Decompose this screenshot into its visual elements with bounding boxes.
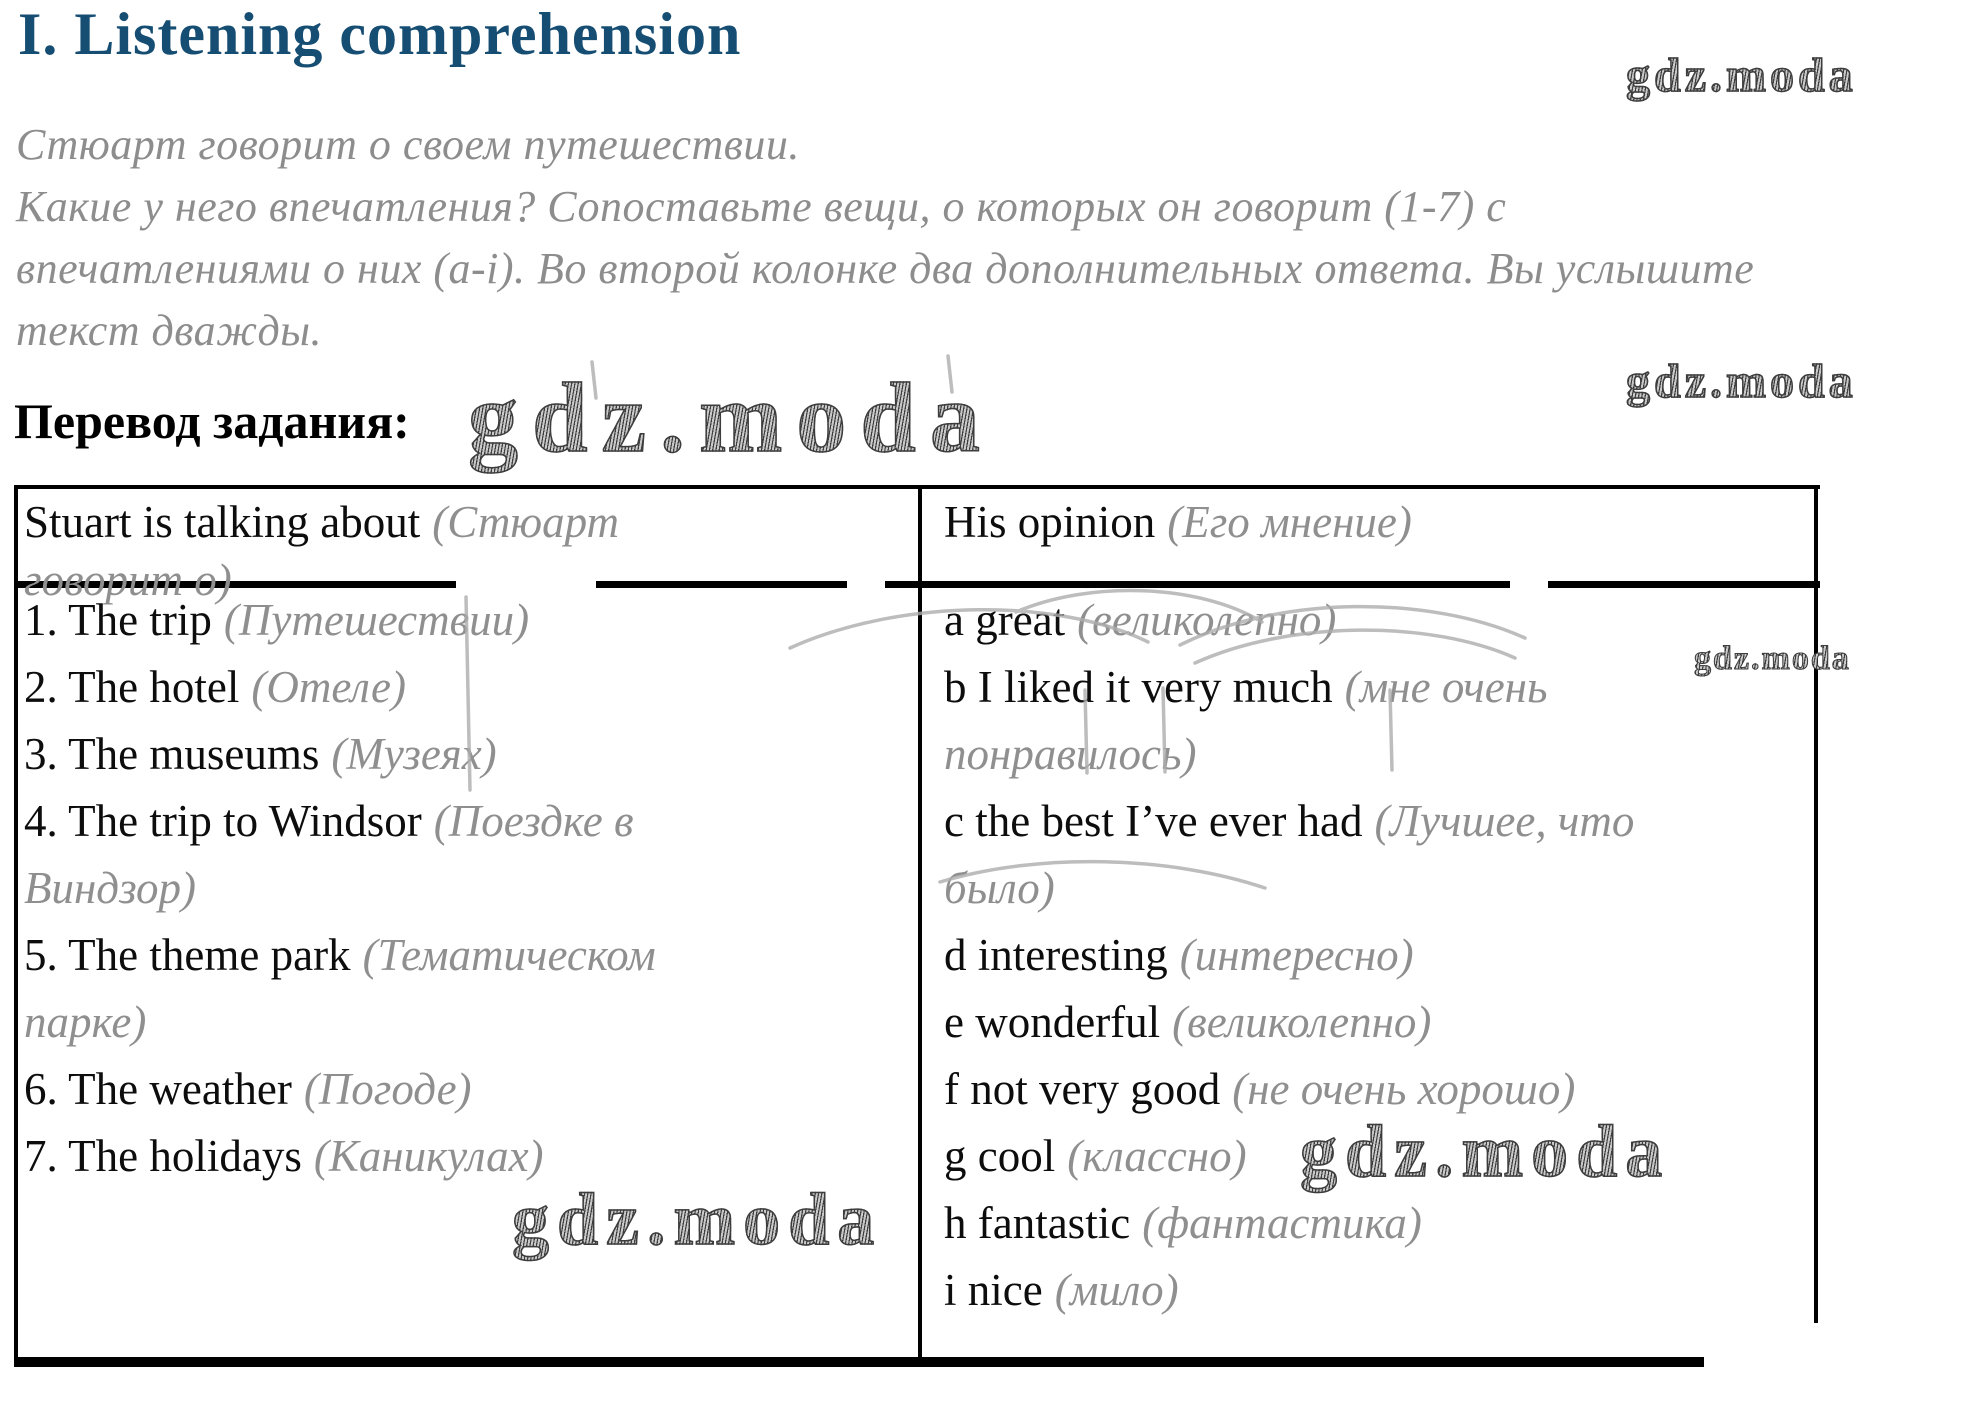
task-description-line: Стюарт говорит о своем путешествии. [16,120,800,169]
column-header-left-ru: (Стюарт говорит о) [24,497,619,605]
list-item: 4. The trip to Windsor (Поездке в Виндзор… [24,796,634,913]
list-item: i nice (мило) [944,1265,1179,1315]
topics-list: 1. The trip (Путешествии) 2. The hotel (От… [24,587,744,1190]
page-title: I. Listening comprehension [18,1,742,67]
list-item: b I liked it very much (мне очень понрави… [944,662,1548,779]
list-item: d interesting (интересно) [944,930,1414,980]
list-item: e wonderful (великолепно) [944,997,1432,1047]
list-item: g cool (классно) [944,1131,1247,1181]
list-item: 6. The weather (Погоде) [24,1064,472,1114]
gdz-moda-watermark: gdz.moda [467,361,994,474]
matching-table: Stuart is talking about (Стюарт говорит о… [14,485,1820,1367]
list-item: c the best I’ve ever had (Лучшее, что был… [944,796,1635,913]
table-border-left [14,485,18,1367]
header-separator [596,581,847,588]
gdz-moda-watermark: gdz.moda [511,1178,883,1262]
list-item: f not very good (не очень хорошо) [944,1064,1576,1114]
task-description: Стюарт говорит о своем путешествии. Каки… [16,114,1754,362]
gdz-moda-watermark: gdz.moda [1625,354,1857,409]
list-item: 2. The hotel (Отеле) [24,662,406,712]
opinions-list: a great (великолепно) b I liked it very m… [944,587,1724,1324]
gdz-moda-watermark: gdz.moda [1625,48,1857,103]
list-item: 1. The trip (Путешествии) [24,595,530,645]
table-border-top [14,485,1820,489]
column-header-right-ru: (Его мнение) [1167,497,1412,547]
gdz-moda-watermark: gdz.moda [1299,1110,1671,1194]
task-description-line: текст дважды. [16,306,323,355]
translation-label: Перевод задания: [14,393,410,449]
gdz-moda-watermark: gdz.moda [1694,640,1851,678]
list-item: 5. The theme park (Тематическом парке) [24,930,656,1047]
list-item: a great (великолепно) [944,595,1337,645]
task-description-line: впечатлениями о них (a-i). Во второй кол… [16,244,1755,293]
list-item: 7. The holidays (Каникулах) [24,1131,544,1181]
column-header-left-en: Stuart is talking about [24,497,421,547]
task-description-line: Какие у него впечатления? Сопоставьте ве… [16,182,1507,231]
table-border-bottom [14,1357,1704,1367]
header-separator [885,581,1510,588]
table-column-divider [918,485,922,1367]
list-item: 3. The museums (Музеях) [24,729,497,779]
table-border-right [1814,485,1818,1323]
header-separator [14,581,456,588]
list-item: h fantastic (фантастика) [944,1198,1422,1248]
column-header-right: His opinion (Его мнение) [944,493,1724,551]
column-header-right-en: His opinion [944,497,1156,547]
header-separator [1548,581,1820,588]
column-header-left: Stuart is talking about (Стюарт говорит о… [24,493,744,609]
